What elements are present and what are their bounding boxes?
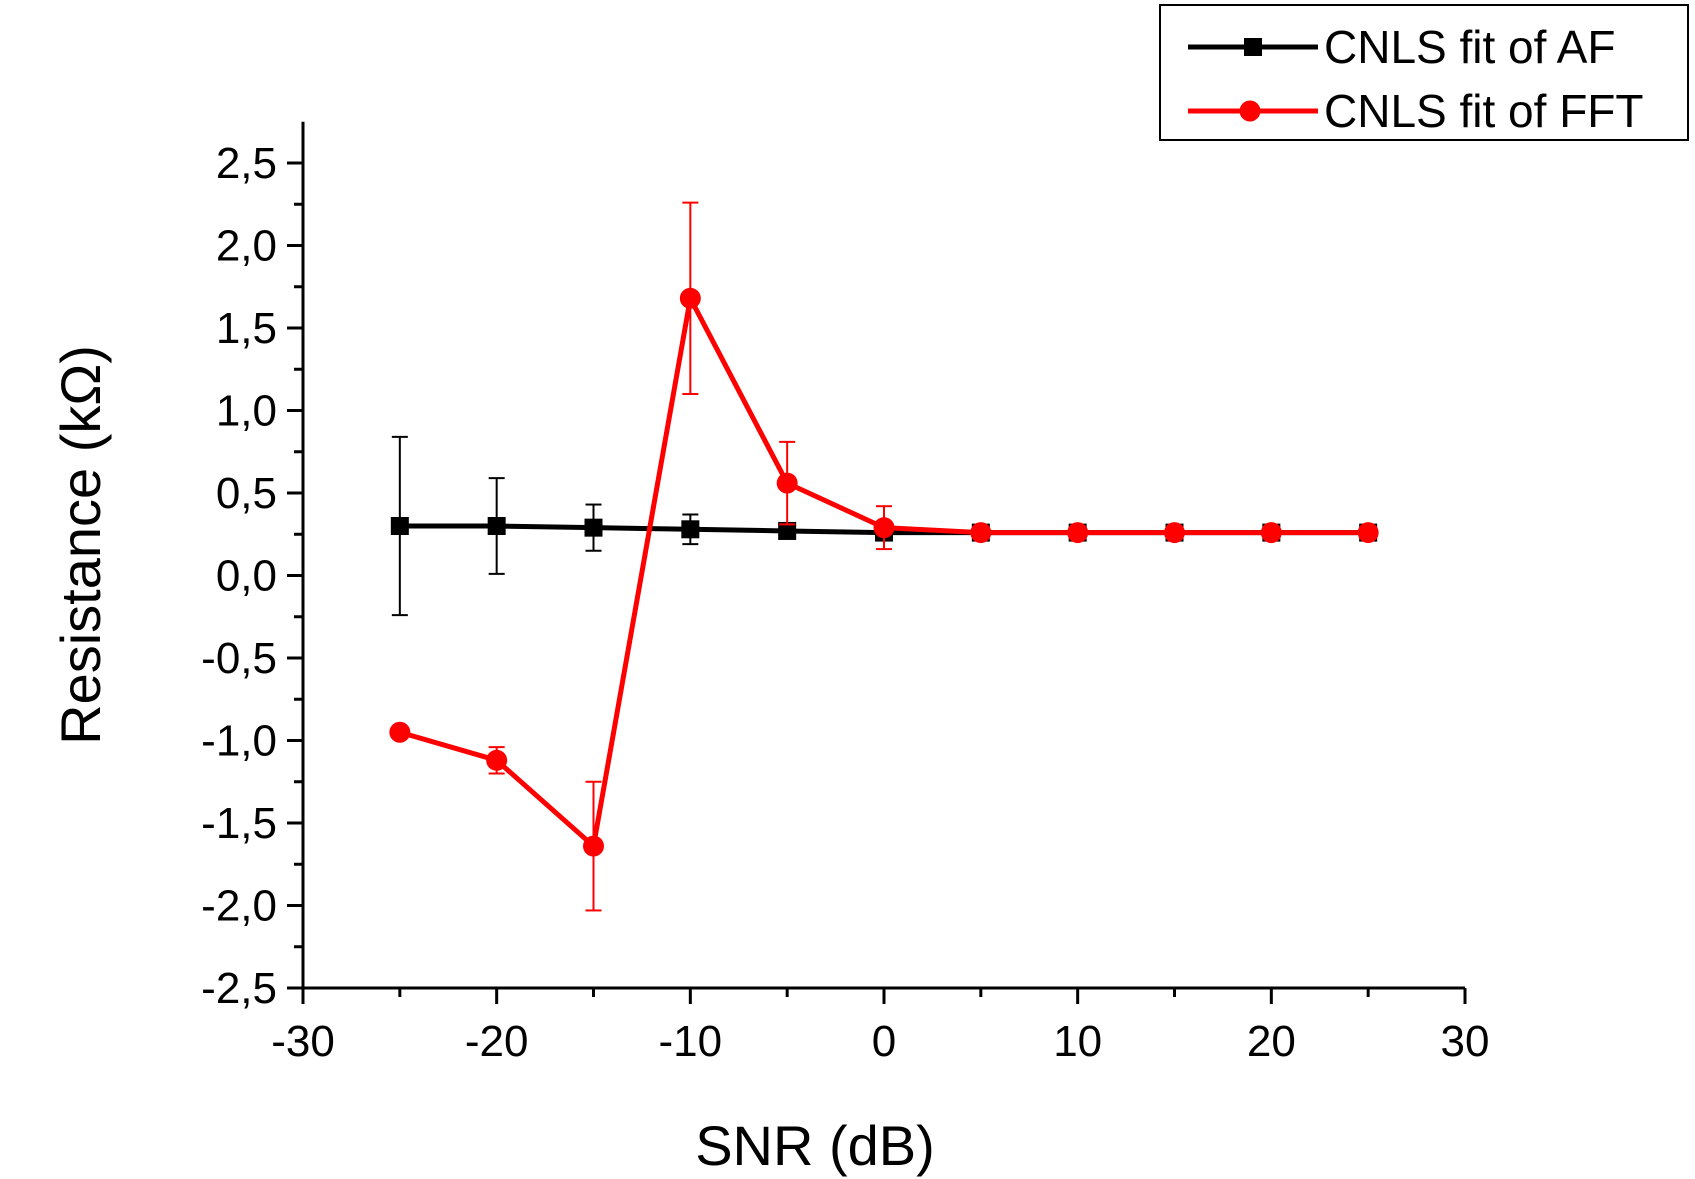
data-point bbox=[1164, 522, 1185, 544]
data-point bbox=[584, 518, 603, 537]
ticks: -30 -20 -10 0 10 20 30 -2,5 -2,0 -1,5 -1,0 -0,5 0,0 0… bbox=[201, 139, 1489, 1066]
data-point bbox=[778, 521, 797, 540]
series bbox=[389, 201, 1379, 912]
y-tick-label: -1,0 bbox=[201, 717, 277, 766]
data-point bbox=[487, 517, 506, 535]
data-point bbox=[970, 522, 992, 544]
legend-item: CNLS fit of AF bbox=[1188, 21, 1615, 73]
y-tick-label: 2,0 bbox=[216, 222, 277, 271]
data-point bbox=[681, 520, 700, 539]
y-tick-label: -1,5 bbox=[201, 799, 277, 848]
y-tick-label: 2,5 bbox=[216, 139, 277, 188]
data-point bbox=[390, 517, 409, 535]
legend-marker bbox=[1239, 100, 1261, 122]
x-axis-title: SNR (dB) bbox=[695, 1114, 935, 1177]
x-tick-label: -10 bbox=[659, 1017, 723, 1066]
data-point bbox=[679, 287, 701, 309]
y-axis-title: Resistance (kΩ) bbox=[49, 345, 112, 745]
axes bbox=[301, 121, 1465, 990]
x-tick-label: -20 bbox=[465, 1017, 529, 1066]
legend-label: CNLS fit of FFT bbox=[1324, 85, 1643, 137]
y-tick-label: 0,0 bbox=[216, 552, 277, 601]
y-tick-label: 0,5 bbox=[216, 469, 277, 518]
y-tick-label: -2,0 bbox=[201, 882, 277, 931]
legend-marker bbox=[1244, 38, 1262, 56]
series-line bbox=[399, 290, 1369, 851]
series-fft bbox=[389, 201, 1379, 912]
y-tick-label: 1,5 bbox=[216, 304, 277, 353]
data-point bbox=[776, 472, 798, 494]
x-tick-label: 30 bbox=[1441, 1017, 1490, 1066]
x-tick-label: 0 bbox=[872, 1017, 896, 1066]
data-point bbox=[1260, 522, 1282, 544]
data-point bbox=[486, 749, 508, 771]
data-point bbox=[389, 721, 411, 743]
x-tick-label: 10 bbox=[1053, 1017, 1102, 1066]
legend-item: CNLS fit of FFT bbox=[1188, 85, 1643, 137]
data-point bbox=[583, 835, 604, 857]
legend-label: CNLS fit of AF bbox=[1324, 21, 1615, 73]
data-point bbox=[873, 517, 895, 539]
data-point bbox=[1357, 522, 1379, 544]
y-tick-label: 1,0 bbox=[216, 387, 277, 436]
x-tick-label: -30 bbox=[271, 1017, 335, 1066]
legend: CNLS fit of AF CNLS fit of FFT bbox=[1159, 4, 1689, 141]
x-tick-label: 20 bbox=[1247, 1017, 1296, 1066]
data-point bbox=[1067, 522, 1089, 544]
y-tick-label: -2,5 bbox=[201, 964, 277, 1013]
y-tick-label: -0,5 bbox=[201, 634, 277, 683]
